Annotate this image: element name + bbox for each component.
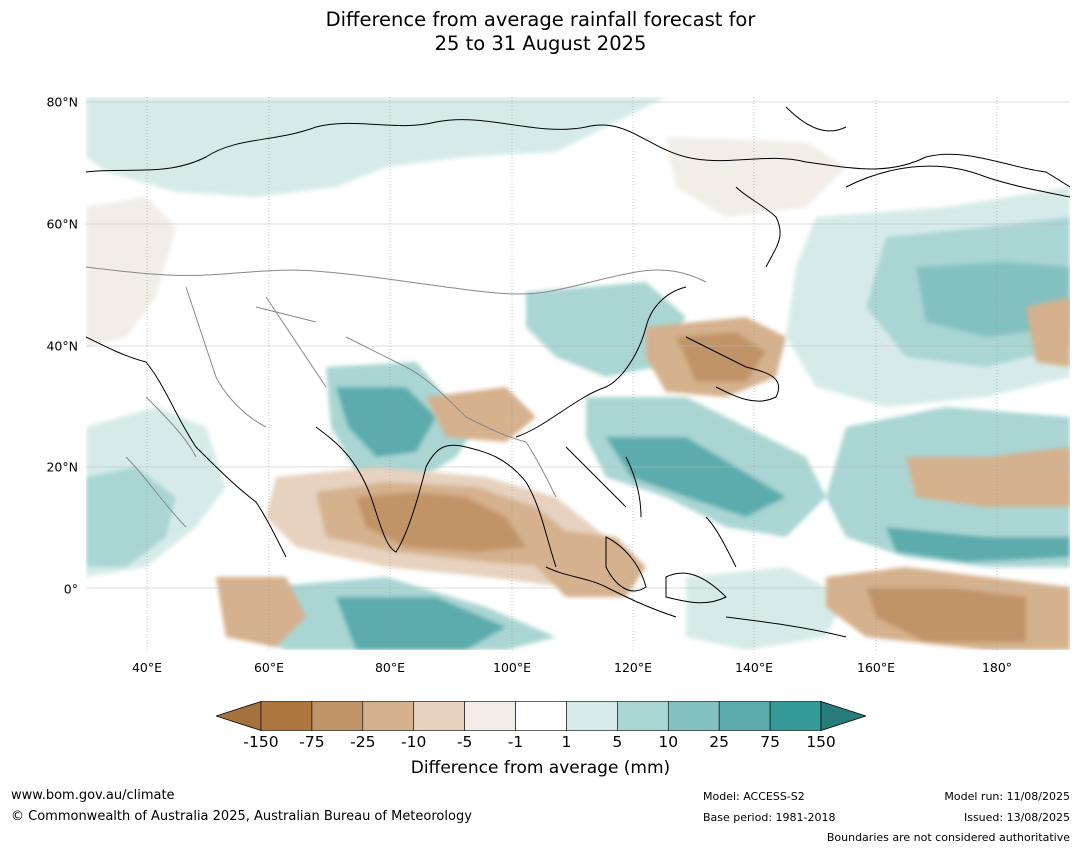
country-boundaries: [86, 266, 707, 528]
colorbar-tick-label: 25: [709, 733, 730, 751]
lat-label-60n: 60°N: [46, 216, 78, 232]
website-link[interactable]: www.bom.gov.au/climate: [11, 788, 175, 803]
map-canvas: [86, 97, 1070, 650]
map-graticule: [86, 97, 1070, 650]
boundaries-disclaimer: Boundaries are not considered authoritat…: [826, 831, 1070, 844]
lon-label-40e: 40°E: [131, 660, 163, 675]
colorbar-tick-label: 150: [806, 733, 836, 751]
colorbar-swatch: [413, 701, 465, 731]
colorbar-tick-label: 10: [658, 733, 679, 751]
base-period: Base period: 1981-2018: [703, 811, 836, 824]
colorbar-tick-label: -1: [507, 733, 524, 751]
colorbar-tick-label: -150: [243, 733, 279, 751]
colorbar-swatch: [718, 701, 771, 731]
lon-label-180: 180°: [981, 660, 1013, 675]
title-line-1: Difference from average rainfall forecas…: [325, 8, 756, 31]
colorbar-tick-label: -25: [350, 733, 376, 751]
colorbar-swatch: [311, 701, 364, 731]
colorbar-swatch: [515, 701, 567, 731]
lat-label-80n: 80°N: [46, 94, 78, 110]
colorbar-tick-label: 5: [612, 733, 623, 751]
colorbar-swatch: [464, 701, 516, 731]
colorbar-swatch: [667, 701, 720, 731]
model-name: Model: ACCESS-S2: [703, 790, 805, 803]
title-line-2: 25 to 31 August 2025: [434, 32, 647, 55]
issued-date: Issued: 13/08/2025: [963, 811, 1070, 824]
colorbar-extend-high: [820, 701, 866, 731]
colorbar-swatch: [260, 701, 313, 731]
lat-label-20n: 20°N: [46, 459, 78, 475]
colorbar-tick-label: -10: [401, 733, 427, 751]
colorbar-swatch: [566, 701, 618, 731]
colorbar-tick-label: -5: [456, 733, 473, 751]
colorbar-swatch: [769, 701, 822, 731]
lon-label-80e: 80°E: [374, 660, 406, 675]
lon-label-140e: 140°E: [734, 660, 774, 675]
colorbar-swatch: [617, 701, 669, 731]
lon-label-160e: 160°E: [856, 660, 896, 675]
copyright-text: © Commonwealth of Australia 2025, Austra…: [11, 809, 472, 824]
colorbar-label: Difference from average (mm): [410, 758, 671, 778]
coastlines: [86, 106, 1070, 638]
colorbar-tick-label: -75: [299, 733, 325, 751]
chart-title: Difference from average rainfall forecas…: [0, 8, 1081, 56]
lon-label-120e: 120°E: [613, 660, 653, 675]
lon-label-60e: 60°E: [253, 660, 285, 675]
rainfall-anomaly-map: [86, 97, 1070, 650]
lat-label-40n: 40°N: [46, 338, 78, 354]
colorbar: [216, 701, 866, 731]
lat-label-0: 0°: [63, 581, 78, 597]
model-run-date: Model run: 11/08/2025: [944, 790, 1070, 803]
colorbar-swatch: [362, 701, 415, 731]
lon-label-100e: 100°E: [492, 660, 532, 675]
colorbar-tick-label: 75: [760, 733, 780, 751]
colorbar-extend-low: [216, 701, 262, 731]
colorbar-tick-label: 1: [561, 733, 572, 751]
